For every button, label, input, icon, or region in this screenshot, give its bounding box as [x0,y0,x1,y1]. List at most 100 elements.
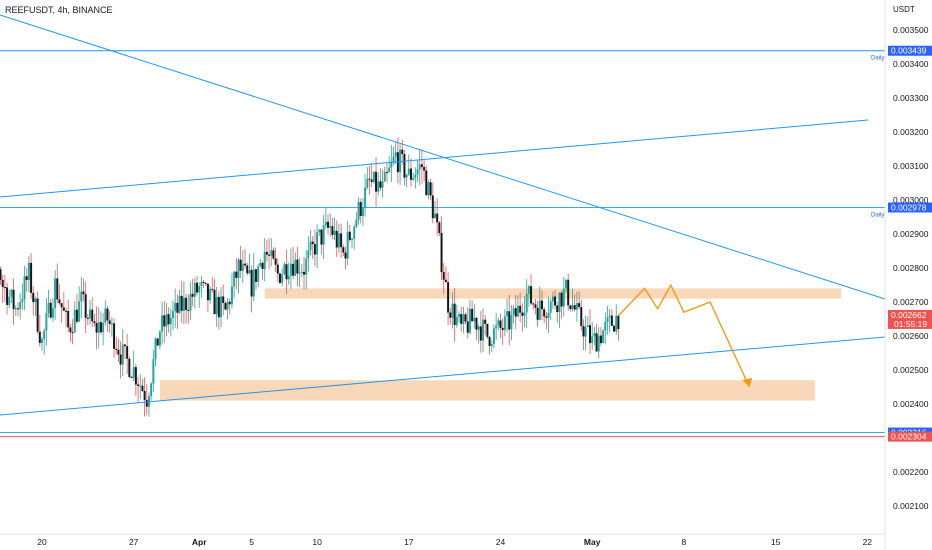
candle [54,270,57,320]
candle [41,336,43,351]
candle [425,165,428,196]
candle [89,300,92,325]
x-tick-label: 10 [312,537,322,547]
candle [215,286,218,327]
candle [519,292,522,323]
candle [551,291,554,309]
candle [475,316,478,341]
candle [32,286,35,316]
candle [117,338,120,362]
candle [431,182,434,224]
candle [573,294,576,312]
candle [582,319,585,350]
candle [56,263,59,304]
candle [466,307,469,339]
candle [119,341,122,379]
candle [538,286,541,321]
candle [95,306,98,350]
candle [368,166,371,195]
candle [25,267,28,292]
candle [36,291,39,335]
candle [418,149,421,186]
y-tick-label: 0.003000 [893,195,929,205]
candle [250,265,253,313]
candle [14,305,17,316]
candle [202,279,205,288]
candle [289,248,292,290]
y-tick-label: 0.002800 [893,263,929,273]
candle [298,257,301,288]
candle [377,172,380,196]
candle [43,328,46,355]
x-tick-label: 15 [771,537,781,547]
price-tag-value: 0.003439 [891,46,927,56]
candle [342,244,345,257]
candle [346,220,349,266]
candle [23,265,26,310]
candle [104,300,107,326]
candle [86,313,89,326]
candle [187,294,190,325]
candle [540,290,543,321]
candle [257,263,260,288]
candle [508,294,511,346]
candle [471,300,474,322]
candle [560,290,563,319]
candle [567,273,570,311]
candle [593,327,596,346]
candle [554,289,557,309]
candle [608,309,611,333]
candle [549,298,552,320]
candle [272,247,275,260]
candle [322,214,325,260]
candle [145,384,148,416]
candle [141,378,144,392]
candle [355,211,358,229]
candle [447,271,450,326]
candle [427,180,430,200]
x-tick-label: 17 [404,537,414,547]
candle [237,257,240,294]
support-zone [159,380,815,401]
y-tick-label: 0.002900 [893,229,929,239]
candle [19,292,22,320]
candle [599,327,602,347]
candle [318,228,321,237]
candle [351,237,354,248]
candle [244,249,247,269]
candles-layer [0,137,620,417]
candle [165,302,168,337]
x-tick-label: 8 [682,537,687,547]
candle [353,225,356,250]
candle [241,250,244,284]
price-tag-0.003439: 0.003439 [888,45,932,56]
candle [252,253,255,302]
candle [281,268,284,287]
candle [340,223,343,258]
price-tag-value: 0.002304 [891,432,927,442]
candle [320,229,323,255]
candle [495,312,498,340]
candle [477,324,480,344]
x-tick-label: 20 [37,537,47,547]
trendline-3 [0,336,886,416]
candle [158,330,161,350]
candle [503,309,506,337]
candle [331,217,334,240]
candle [444,266,447,283]
candle [565,278,567,293]
candle [134,363,137,396]
candle [366,167,369,190]
candle [113,318,116,359]
candle [110,317,113,337]
trendlines-layer [0,14,886,416]
price-unit: USDT [893,5,915,14]
candle [270,238,273,267]
candle [492,324,495,349]
candle [49,298,52,319]
candle [536,301,539,327]
candle [499,313,502,338]
candle [525,279,528,329]
candle [65,307,68,328]
